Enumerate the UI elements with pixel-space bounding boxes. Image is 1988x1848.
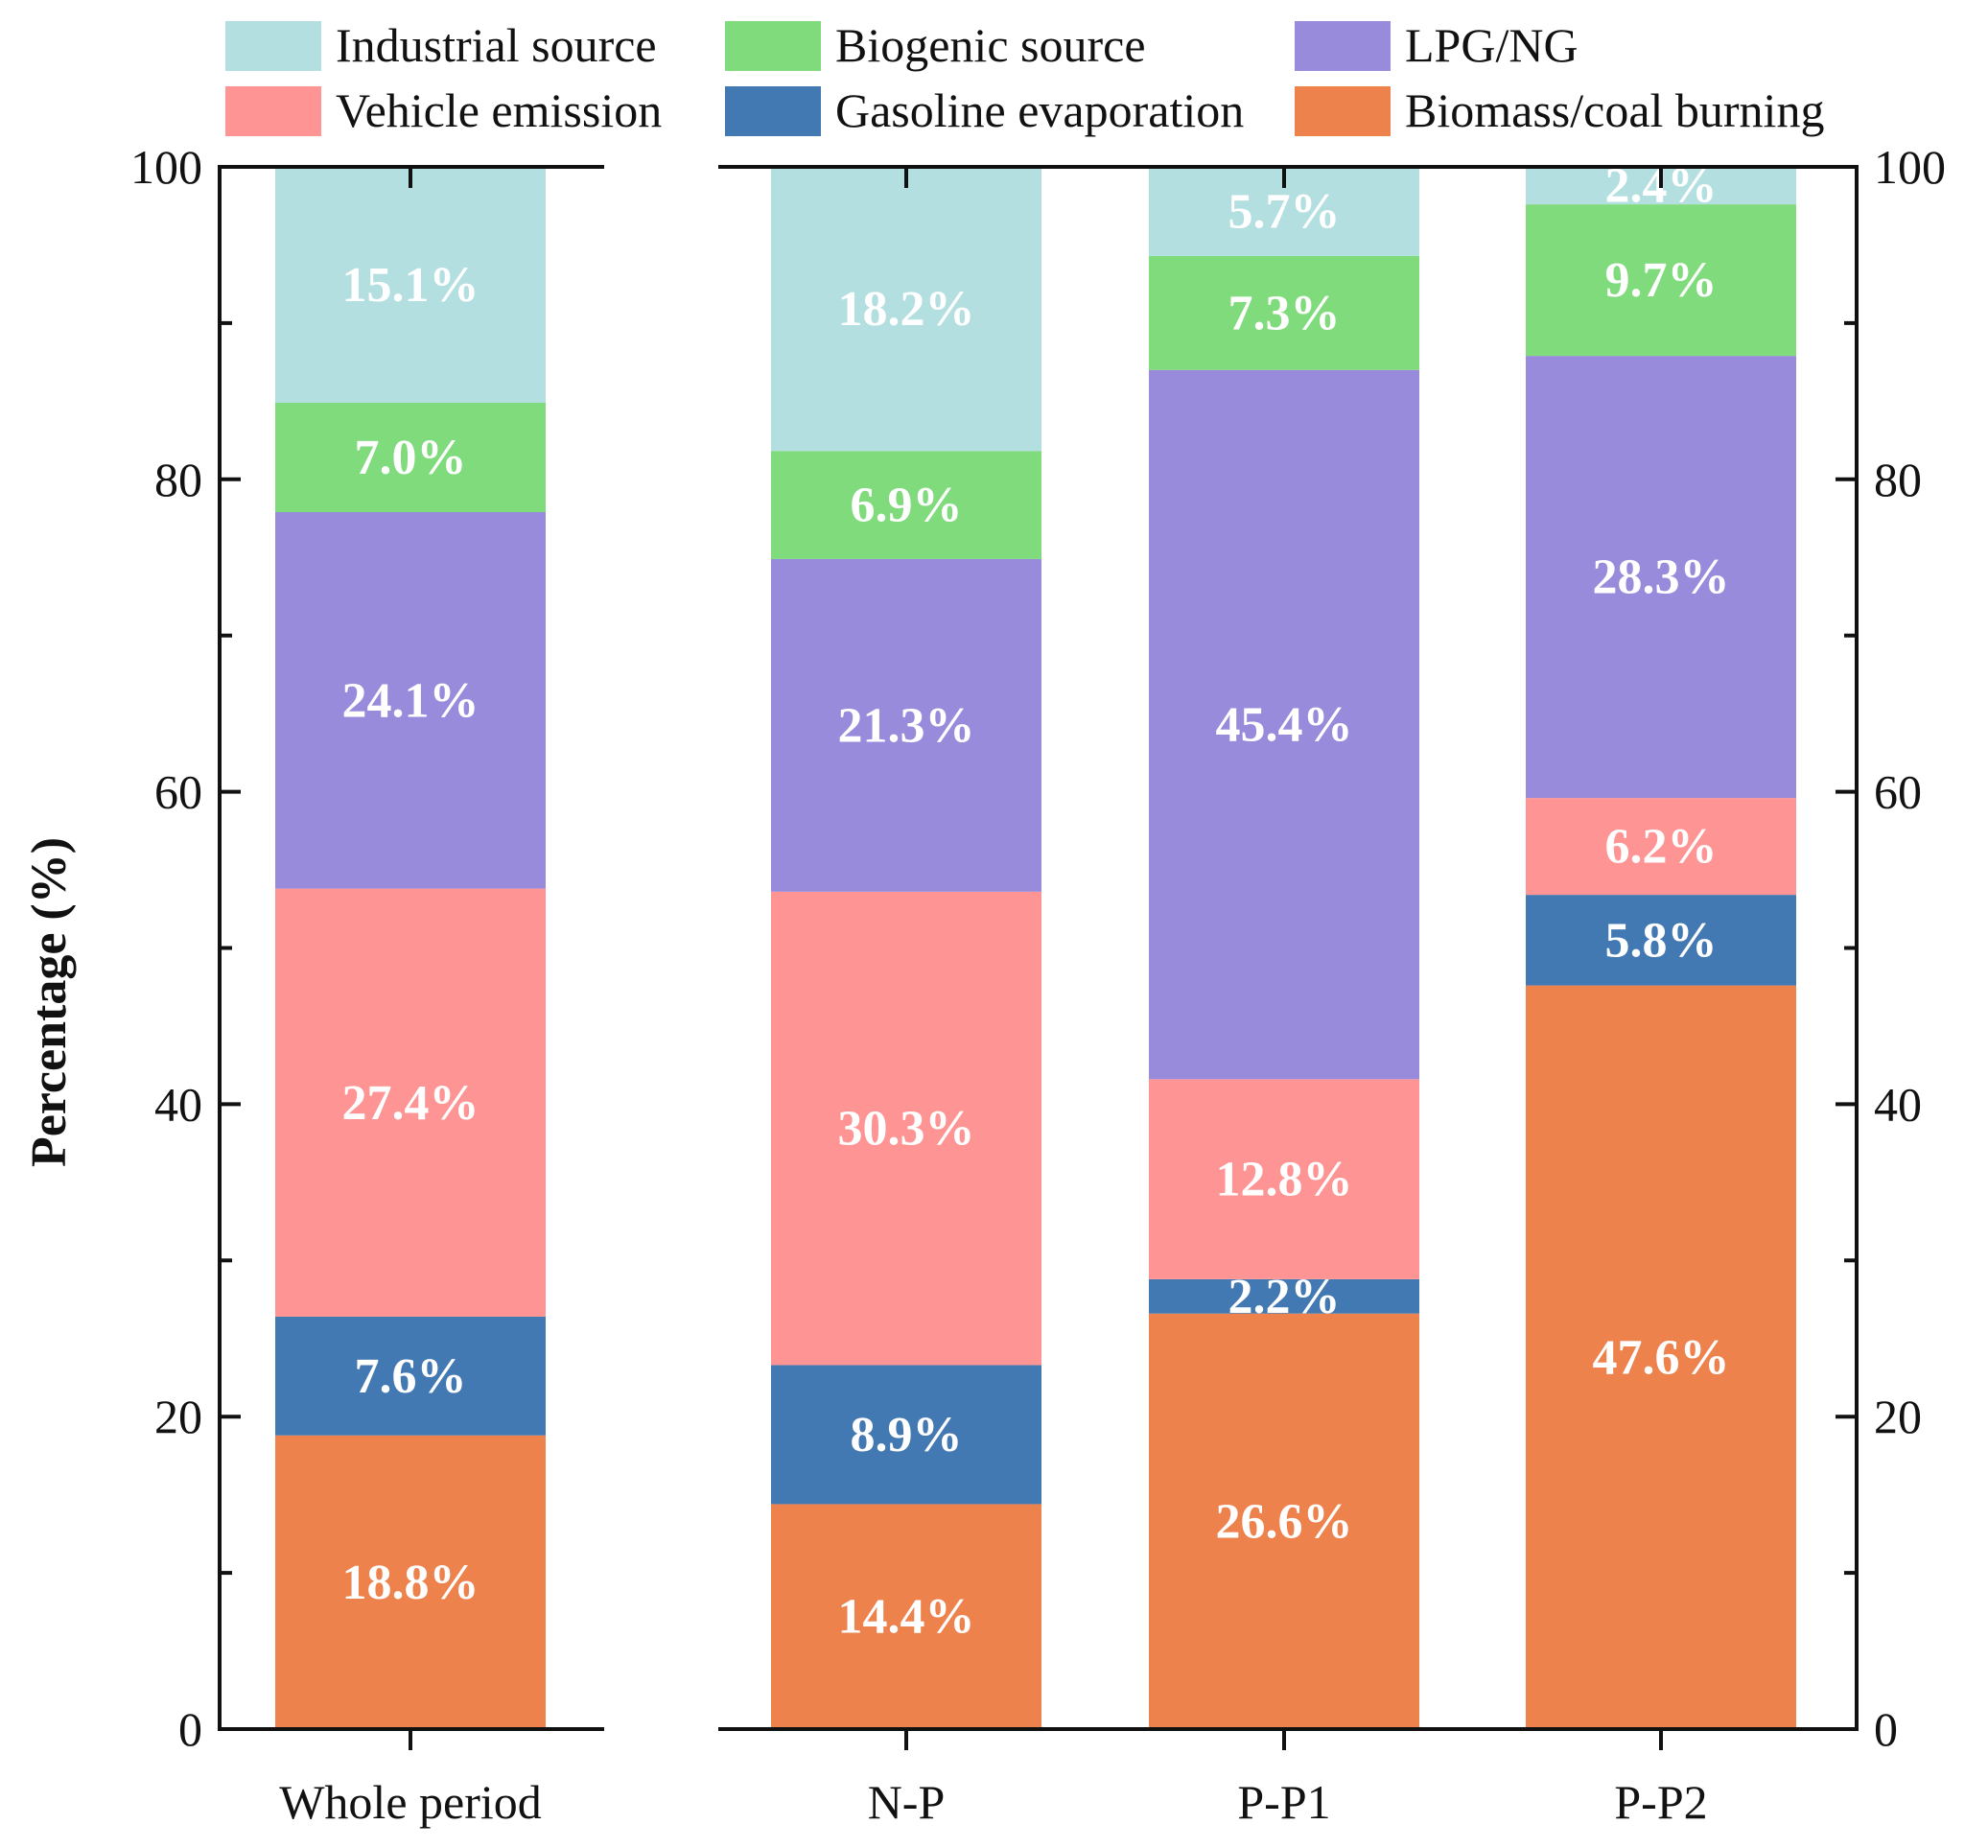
data-label-gasoline-evaporation-p-p1: 2.2% <box>1228 1270 1341 1324</box>
bars: 18.8% 7.6% 27.4% 24.1% 7.0% 15.1% 14.4% 8.9% 30.… <box>275 159 1796 1729</box>
data-label-biogenic-source-p-p2: 9.7% <box>1605 253 1718 308</box>
legend: Industrial source Biogenic source LPG/NG Ve… <box>225 18 1824 137</box>
y-tick-label-right: 80 <box>1874 453 1922 506</box>
legend-label-gasoline-evaporation: Gasoline evaporation <box>835 83 1244 137</box>
y-tick-label-left: 60 <box>154 765 202 819</box>
y-tick-label-left: 80 <box>154 453 202 506</box>
data-label-biomass-coal-burning-p-p2: 47.6% <box>1593 1330 1730 1385</box>
y-tick-label-right: 100 <box>1874 140 1946 194</box>
data-label-biogenic-source-p-p1: 7.3% <box>1228 286 1341 340</box>
data-label-lpg-ng-whole-period: 24.1% <box>342 673 479 728</box>
bar-segment-lpg-ng-p-p1 <box>1149 369 1419 1080</box>
data-label-vehicle-emission-n-p: 30.3% <box>838 1102 975 1157</box>
bar-segment-vehicle-emission-p-p1 <box>1149 1079 1419 1279</box>
bar-segment-biomass-coal-burning-n-p <box>771 1504 1041 1729</box>
bar-segment-industrial-source-n-p <box>771 167 1041 452</box>
bar-segment-biomass-coal-burning-whole-period <box>275 1435 546 1729</box>
data-label-gasoline-evaporation-n-p: 8.9% <box>851 1408 963 1462</box>
y-tick-label-left: 40 <box>154 1077 202 1131</box>
data-label-biomass-coal-burning-whole-period: 18.8% <box>342 1556 479 1610</box>
bar-segment-lpg-ng-whole-period <box>275 512 546 889</box>
bar-segment-biogenic-source-whole-period <box>275 402 546 513</box>
x-tick-label-p-p1: P-P1 <box>1237 1775 1330 1829</box>
y-tick-label-left: 20 <box>154 1390 202 1443</box>
y-tick-label-left: 0 <box>178 1702 202 1756</box>
legend-label-biogenic-source: Biogenic source <box>835 18 1146 72</box>
bar-segment-biomass-coal-burning-p-p1 <box>1149 1313 1419 1729</box>
bar-segment-gasoline-evaporation-whole-period <box>275 1316 546 1436</box>
bar-segment-vehicle-emission-n-p <box>771 891 1041 1366</box>
data-label-industrial-source-p-p1: 5.7% <box>1228 184 1341 239</box>
legend-swatch-biomass-coal-burning <box>1295 86 1391 136</box>
data-label-gasoline-evaporation-whole-period: 7.6% <box>355 1349 467 1404</box>
legend-label-industrial-source: Industrial source <box>336 18 657 72</box>
data-label-biogenic-source-n-p: 6.9% <box>851 479 963 533</box>
data-label-vehicle-emission-whole-period: 27.4% <box>342 1076 479 1131</box>
bar-segment-gasoline-evaporation-p-p1 <box>1149 1278 1419 1314</box>
bar-segment-gasoline-evaporation-n-p <box>771 1365 1041 1505</box>
legend-swatch-lpg-ng <box>1295 21 1391 71</box>
legend-label-vehicle-emission: Vehicle emission <box>336 83 662 137</box>
x-tick-label-p-p2: P-P2 <box>1614 1775 1707 1829</box>
bar-segment-biogenic-source-n-p <box>771 451 1041 559</box>
bar-segment-lpg-ng-p-p2 <box>1526 356 1796 799</box>
bar-segment-lpg-ng-n-p <box>771 558 1041 892</box>
axes: 0 0 20 20 40 40 60 60 80 80 100 100 Whole period N-P P… <box>130 140 1946 1829</box>
data-label-vehicle-emission-p-p1: 12.8% <box>1216 1153 1353 1207</box>
data-label-lpg-ng-n-p: 21.3% <box>838 698 975 753</box>
bar-segment-biomass-coal-burning-p-p2 <box>1526 985 1796 1729</box>
x-tick-label-n-p: N-P <box>868 1775 946 1829</box>
data-label-vehicle-emission-p-p2: 6.2% <box>1605 820 1718 875</box>
legend-label-lpg-ng: LPG/NG <box>1405 18 1579 72</box>
y-tick-label-left: 100 <box>130 140 202 194</box>
data-label-lpg-ng-p-p2: 28.3% <box>1593 550 1730 605</box>
bar-segment-biogenic-source-p-p2 <box>1526 204 1796 357</box>
data-label-gasoline-evaporation-p-p2: 5.8% <box>1605 913 1718 968</box>
data-label-industrial-source-n-p: 18.2% <box>838 282 975 337</box>
bar-segment-biogenic-source-p-p1 <box>1149 255 1419 370</box>
legend-swatch-gasoline-evaporation <box>725 86 821 136</box>
x-tick-label-whole-period: Whole period <box>279 1775 542 1829</box>
bar-segment-industrial-source-whole-period <box>275 167 546 403</box>
legend-swatch-vehicle-emission <box>225 86 321 136</box>
y-tick-label-right: 40 <box>1874 1077 1922 1131</box>
legend-swatch-industrial-source <box>225 21 321 71</box>
data-label-biogenic-source-whole-period: 7.0% <box>355 431 467 485</box>
y-axis-title: Percentage (%) <box>22 837 77 1167</box>
bar-segment-vehicle-emission-p-p2 <box>1526 798 1796 896</box>
legend-swatch-biogenic-source <box>725 21 821 71</box>
y-tick-label-right: 20 <box>1874 1390 1922 1443</box>
data-label-biomass-coal-burning-p-p1: 26.6% <box>1216 1494 1353 1549</box>
y-tick-label-right: 60 <box>1874 765 1922 819</box>
data-label-industrial-source-whole-period: 15.1% <box>342 258 479 313</box>
legend-label-biomass-coal-burning: Biomass/coal burning <box>1405 83 1824 137</box>
data-label-biomass-coal-burning-n-p: 14.4% <box>838 1590 975 1645</box>
y-tick-label-right: 0 <box>1874 1702 1898 1756</box>
bar-segment-vehicle-emission-whole-period <box>275 888 546 1317</box>
bar-segment-gasoline-evaporation-p-p2 <box>1526 895 1796 986</box>
data-label-lpg-ng-p-p1: 45.4% <box>1216 698 1353 753</box>
